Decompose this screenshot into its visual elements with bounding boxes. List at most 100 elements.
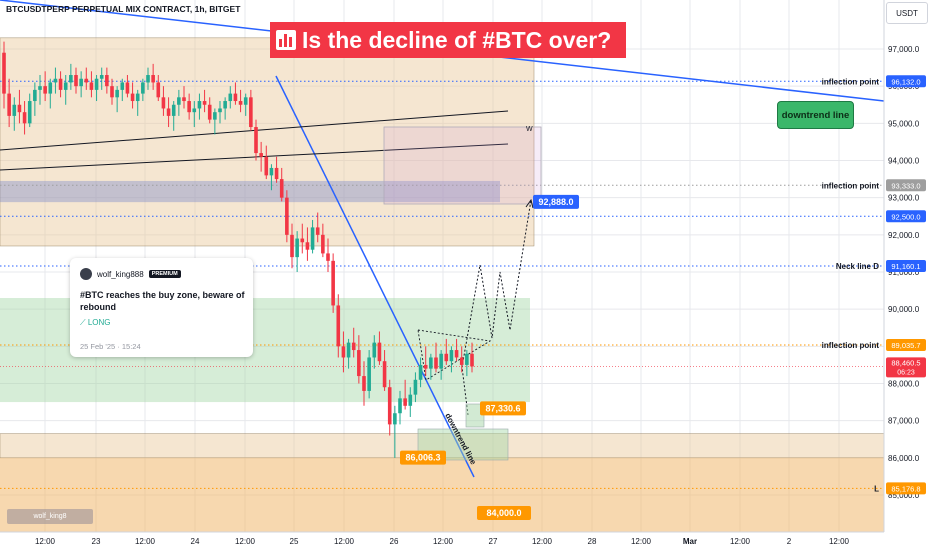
candle-body [177,97,181,105]
candle-body [300,238,305,243]
candle-body [264,156,269,176]
candle-body [213,112,217,120]
price-axis-label-2: 92,500.0 [891,212,920,221]
current-price-value: 88,460.5 [891,358,920,367]
idea-title[interactable]: #BTC reaches the buy zone, beware of reb… [80,290,245,312]
candle-body [418,364,423,380]
zone-upper-range[interactable] [0,37,535,247]
candle-46 [238,89,243,113]
channel-line-bottom[interactable] [0,143,509,171]
candle-4 [22,101,27,135]
candle-body [48,82,53,94]
price-tick-label: 93,000.0 [888,194,920,203]
candle-body [202,101,207,105]
candle-body [84,78,89,83]
candle-14 [74,67,78,94]
candle-81 [418,357,423,388]
candle-body [135,93,140,102]
candle-68 [351,327,356,358]
candle-62 [321,223,325,258]
candle-body [161,97,166,109]
steep-downtrend-line[interactable] [275,75,475,478]
pencil-icon: ⟋ [80,318,86,327]
candle-body [223,101,227,109]
long-tag: ⟋ LONG [80,318,111,328]
price-axis-label-3-bg [886,260,926,273]
candle-23 [120,78,125,102]
candle-42 [218,101,222,124]
candle-body [151,75,155,83]
candle-29 [151,63,155,90]
zone-blue-band[interactable] [0,180,500,203]
candle-75 [387,379,392,436]
candle-72 [372,335,377,369]
channel-line-top[interactable] [0,110,509,151]
candle-body [27,101,32,124]
candle-51 [264,145,269,180]
idea-card[interactable]: wolf_king888 PREMIUM #BTC reaches the bu… [70,258,253,357]
candle-body [259,153,263,157]
currency-button[interactable]: USDT [886,2,928,24]
candle-63 [326,238,330,272]
zone-bottom-zone[interactable] [0,457,884,533]
candle-28 [146,67,150,90]
author-name[interactable]: wolf_king888 [97,269,144,279]
candle-body [166,108,171,116]
candle-body [233,93,238,102]
time-axis[interactable]: 12:00 23 12:00 24 12:00 25 12:00 26 12:00 27 12:00… [35,537,850,546]
candle-17 [89,71,94,98]
candle-77 [398,390,402,425]
time-tick-label: 24 [191,537,200,546]
candle-39 [202,89,207,113]
candle-32 [166,97,171,128]
price-axis-labels: 96,132.0 93,333.0 92,500.0 91,160.1 89,035.7… [886,75,926,495]
candle-body [403,398,407,406]
candle-body [459,357,464,365]
price-axis-background [884,0,932,550]
time-tick-label: 23 [92,537,101,546]
price-tick-label: 86,000.0 [888,454,920,463]
candle-0 [2,41,6,109]
candle-body [326,253,330,261]
price-axis-label-0-bg [886,75,926,88]
candle-body [187,101,191,113]
candle-47 [243,93,248,116]
candle-body [315,227,320,235]
candle-27 [141,78,145,102]
candle-49 [254,119,258,161]
downtrend-callout[interactable]: downtrend line [777,101,854,129]
candle-61 [315,212,320,243]
candle-body [470,353,474,367]
candle-3 [17,89,22,124]
time-tick-label: 12:00 [135,537,156,546]
target-box[interactable] [383,126,542,205]
candle-body [22,112,27,124]
price-axis-label-1-bg [886,179,926,192]
candle-82 [423,346,428,377]
price-tick-label: 90,000.0 [888,305,920,314]
candle-33 [171,101,176,131]
candle-85 [439,350,443,380]
candle-body [249,97,253,128]
candle-body [156,82,161,98]
candle-19 [99,67,104,90]
price-axis-label-5: 85,176.8 [891,484,920,493]
candle-9 [48,78,53,109]
candle-79 [408,387,413,417]
candle-41 [213,108,217,135]
price-tick-label: 87,000.0 [888,417,920,426]
candle-89 [459,346,464,373]
triangle-pattern[interactable] [417,329,492,381]
candle-56 [290,223,294,269]
candle-2 [12,97,17,131]
price-axis-label-4: 89,035.7 [891,341,920,350]
price-callout-0-bg [533,194,579,209]
candle-body [285,197,289,235]
candle-22 [115,86,119,113]
bar-chart-icon [276,30,296,50]
candle-1 [7,78,11,128]
candle-58 [300,223,305,254]
price-axis-label-1: 93,333.0 [891,181,920,190]
candle-5 [27,93,32,128]
